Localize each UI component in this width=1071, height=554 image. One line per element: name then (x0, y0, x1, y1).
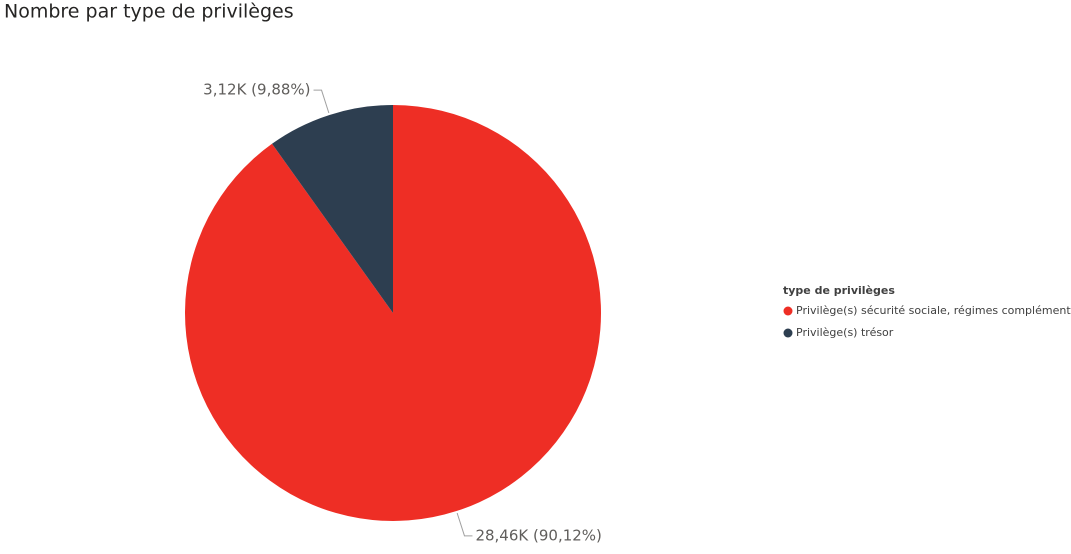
leader-line (313, 89, 330, 114)
data-label: 28,46K (90,12%) (475, 526, 601, 544)
chart-title: Nombre par type de privilèges (4, 1, 294, 23)
pie-slice (272, 105, 393, 313)
legend-title: type de privilèges (783, 284, 895, 297)
pie-slice (184, 105, 601, 521)
legend-marker (783, 306, 793, 316)
legend-label: Privilège(s) sécurité sociale, régimes c… (796, 304, 1071, 317)
legend-label: Privilège(s) trésor (796, 326, 894, 339)
leader-line (456, 512, 473, 537)
data-label: 3,12K (9,88%) (203, 81, 310, 99)
legend-marker (783, 328, 793, 338)
